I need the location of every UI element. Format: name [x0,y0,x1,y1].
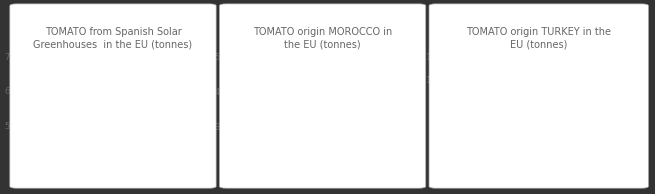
Text: TOMATO origin MOROCCO in
the EU (tonnes): TOMATO origin MOROCCO in the EU (tonnes) [253,28,392,49]
Text: TOMATO origin TURKEY in the
EU (tonnes): TOMATO origin TURKEY in the EU (tonnes) [466,28,611,49]
Text: TOMATO from Spanish Solar
Greenhouses  in the EU (tonnes): TOMATO from Spanish Solar Greenhouses in… [33,28,193,49]
